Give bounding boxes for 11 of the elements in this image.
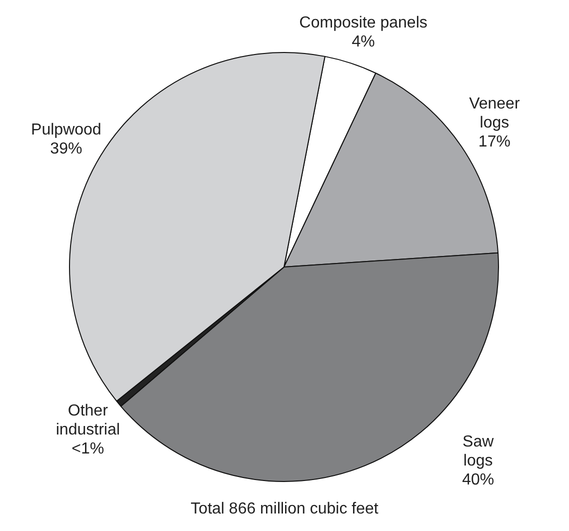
text: Total 866 million cubic feet (190, 500, 379, 518)
data-label: 39% (50, 140, 82, 158)
slice-label: Pulpwood (31, 121, 102, 138)
data-label: 40% (462, 472, 494, 489)
data-label: 17% (478, 134, 510, 151)
slice-label: Other industrial (56, 402, 120, 438)
slice-label: Veneer logs (469, 96, 520, 132)
slice-label: Composite panels (299, 14, 428, 32)
slice-label: Saw logs (462, 434, 494, 470)
data-label: 4% (352, 34, 375, 51)
data-label: <1% (72, 440, 104, 458)
